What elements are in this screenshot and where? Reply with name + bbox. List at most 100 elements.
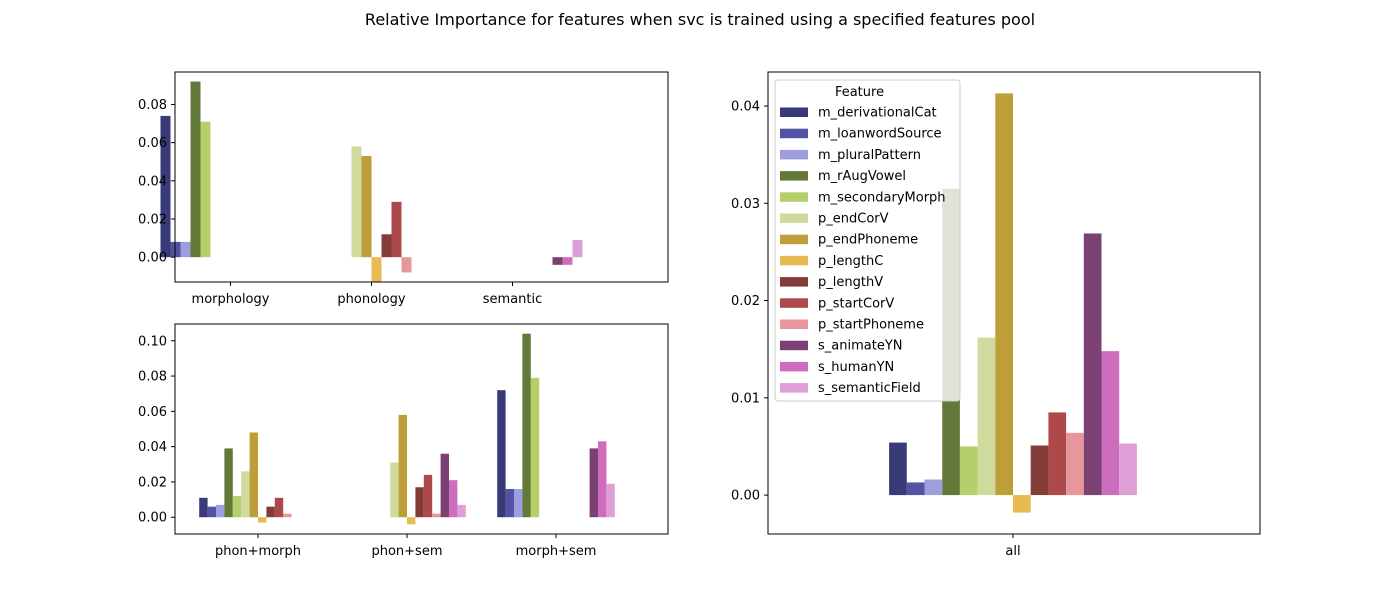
bar-p_endCorV-phonology xyxy=(351,146,362,258)
legend-label-p_lengthV: p_lengthV xyxy=(818,275,883,290)
axes-frame xyxy=(767,71,1261,535)
bar-p_lengthV-phon+morph xyxy=(266,506,275,518)
bar-m_loanwordSource-phon+morph xyxy=(207,506,216,518)
x-tick-label: phon+sem xyxy=(371,544,442,559)
bar-p_endPhoneme-phon+sem xyxy=(398,414,407,518)
chart-panel-single-pool: 0.00 0.02 0.04 0.06 0.08 morphology phonology s… xyxy=(138,71,669,307)
y-tick-label: 0.04 xyxy=(138,440,167,455)
legend-swatch-p_endCorV xyxy=(780,213,808,223)
legend-label-m_rAugVowel: m_rAugVowel xyxy=(818,169,906,184)
bar-p_lengthV-phon+sem xyxy=(415,487,424,518)
bar-s_animateYN-morph+sem xyxy=(589,448,598,518)
y-tick-label: 0.08 xyxy=(138,370,167,385)
x-tick-label: phon+morph xyxy=(215,544,301,559)
bar-p_endPhoneme-all xyxy=(995,93,1013,496)
legend-box xyxy=(774,79,961,402)
legend-swatch-p_lengthV xyxy=(780,277,808,287)
bar-p_endPhoneme-phonology xyxy=(361,156,372,258)
chart-panel-all-features: 0.00 0.01 0.02 0.03 0.04 all Feature m_derivati… xyxy=(731,71,1261,559)
legend-label-s_humanYN: s_humanYN xyxy=(818,360,894,375)
bar-s_semanticField-morph+sem xyxy=(606,483,615,518)
bar-p_lengthV-all xyxy=(1030,445,1049,496)
y-tick-label: 0.01 xyxy=(731,391,760,406)
y-tick-label: 0.06 xyxy=(138,136,167,151)
x-tick-label: semantic xyxy=(483,292,543,307)
x-tick-label: morph+sem xyxy=(516,544,597,559)
legend-label-m_derivationalCat: m_derivationalCat xyxy=(818,106,937,121)
legend-swatch-p_startPhoneme xyxy=(780,319,808,329)
bar-s_animateYN-semantic xyxy=(552,257,563,265)
bar-m_derivationalCat-all xyxy=(889,442,907,496)
legend-swatch-s_semanticField xyxy=(780,383,808,393)
bar-s_semanticField-phon+sem xyxy=(457,504,466,518)
bar-m_pluralPattern-all xyxy=(924,479,943,496)
bar-p_lengthV-phonology xyxy=(381,234,392,258)
legend-swatch-p_lengthC xyxy=(780,255,808,266)
bar-m_secondaryMorph-phon+morph xyxy=(232,496,242,518)
legend-label-p_endCorV: p_endCorV xyxy=(818,212,889,227)
bar-m_pluralPattern-phon+morph xyxy=(216,504,225,518)
bar-s_humanYN-all xyxy=(1101,351,1120,496)
legend-swatch-s_humanYN xyxy=(780,361,808,372)
bar-p_startCorV-phonology xyxy=(391,201,402,258)
y-tick-label: 0.02 xyxy=(138,213,167,228)
legend-swatch-m_rAugVowel xyxy=(780,171,808,181)
x-tick-label: all xyxy=(1005,544,1020,559)
bar-s_humanYN-phon+sem xyxy=(449,480,458,518)
bar-p_endCorV-phon+morph xyxy=(241,471,250,518)
legend-swatch-m_derivationalCat xyxy=(780,107,808,117)
bar-s_animateYN-phon+sem xyxy=(440,453,449,518)
bar-p_startPhoneme-all xyxy=(1066,432,1084,496)
legend-label-p_startCorV: p_startCorV xyxy=(818,296,894,311)
legend-swatch-p_startCorV xyxy=(780,298,808,308)
legend-title: Feature xyxy=(835,85,884,100)
bar-m_derivationalCat-morphology xyxy=(160,115,171,258)
bar-p_lengthC-all xyxy=(1013,495,1031,513)
bar-m_rAugVowel-morphology xyxy=(190,81,201,258)
axes-frame xyxy=(174,323,669,535)
y-tick-label: 0.10 xyxy=(138,334,167,349)
legend-swatch-m_secondaryMorph xyxy=(780,192,808,202)
legend-label-s_semanticField: s_semanticField xyxy=(818,381,921,396)
legend-swatch-m_loanwordSource xyxy=(780,128,808,139)
bar-p_startCorV-phon+morph xyxy=(274,497,284,518)
bar-m_loanwordSource-all xyxy=(906,482,925,496)
legend-label-m_loanwordSource: m_loanwordSource xyxy=(818,127,942,142)
bar-m_derivationalCat-phon+morph xyxy=(199,497,208,518)
bar-m_pluralPattern-morph+sem xyxy=(514,489,523,518)
figure-title: Relative Importance for features when sv… xyxy=(364,10,1036,29)
y-tick-label: 0.04 xyxy=(138,174,167,189)
bar-p_startPhoneme-phon+morph xyxy=(283,513,292,518)
y-tick-label: 0.04 xyxy=(731,100,760,115)
legend-label-p_startPhoneme: p_startPhoneme xyxy=(818,318,924,333)
bar-p_lengthC-phonology xyxy=(371,257,382,282)
bar-m_secondaryMorph-all xyxy=(959,446,978,496)
y-tick-label: 0.02 xyxy=(731,294,760,309)
y-tick-label: 0.00 xyxy=(731,489,760,504)
bar-p_startCorV-phon+sem xyxy=(423,474,433,518)
bar-s_humanYN-semantic xyxy=(562,257,573,265)
bar-p_lengthC-phon+morph xyxy=(258,517,267,523)
bar-s_semanticField-semantic xyxy=(572,240,583,258)
bar-p_endCorV-all xyxy=(977,337,996,496)
y-tick-label: 0.00 xyxy=(138,511,167,526)
bar-p_startPhoneme-phonology xyxy=(401,257,412,273)
chart-panel-paired-pool: 0.00 0.02 0.04 0.06 0.08 0.10 phon+morph phon+s… xyxy=(138,323,669,559)
y-tick-label: 0.06 xyxy=(138,405,167,420)
bar-p_endCorV-phon+sem xyxy=(390,462,399,518)
bar-m_pluralPattern-morphology xyxy=(180,241,191,258)
x-tick-label: phonology xyxy=(337,292,405,307)
bar-p_startCorV-all xyxy=(1048,412,1067,496)
y-tick-label: 0.00 xyxy=(138,251,167,266)
bar-p_endPhoneme-phon+morph xyxy=(249,432,258,518)
bar-m_loanwordSource-morph+sem xyxy=(505,489,514,518)
legend-swatch-s_animateYN xyxy=(780,340,808,351)
legend-label-m_pluralPattern: m_pluralPattern xyxy=(818,148,921,163)
legend-swatch-p_endPhoneme xyxy=(780,234,808,245)
legend-label-p_lengthC: p_lengthC xyxy=(818,254,883,269)
bar-s_humanYN-morph+sem xyxy=(598,441,607,518)
y-tick-label: 0.03 xyxy=(731,197,760,212)
y-tick-label: 0.02 xyxy=(138,475,167,490)
legend: Feature m_derivationalCat m_loanwordSource… xyxy=(774,79,961,402)
